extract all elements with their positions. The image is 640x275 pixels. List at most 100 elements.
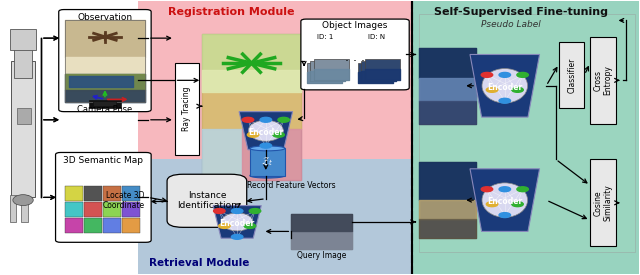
Circle shape — [486, 87, 498, 92]
FancyBboxPatch shape — [167, 174, 246, 227]
Bar — [122, 202, 140, 217]
Ellipse shape — [13, 195, 33, 205]
Bar — [93, 101, 116, 106]
Text: Cross
Entropy: Cross Entropy — [593, 65, 612, 95]
Bar — [138, 159, 412, 274]
Text: Locate 3D
Coordinate: Locate 3D Coordinate — [102, 191, 145, 210]
Polygon shape — [213, 205, 261, 238]
Circle shape — [260, 143, 271, 148]
FancyBboxPatch shape — [59, 10, 151, 112]
Text: $\mathcal{Z}_t$: $\mathcal{Z}_t$ — [261, 156, 273, 168]
Text: Camera Pose: Camera Pose — [77, 105, 132, 114]
Ellipse shape — [250, 146, 285, 151]
Bar — [590, 159, 616, 246]
Bar — [10, 195, 16, 222]
Bar — [103, 218, 121, 233]
Circle shape — [214, 208, 225, 213]
Bar — [122, 186, 140, 201]
Text: Encoder: Encoder — [220, 219, 255, 228]
Bar — [419, 14, 636, 252]
Circle shape — [219, 224, 230, 229]
Bar — [10, 29, 36, 50]
Bar — [84, 218, 102, 233]
Text: Object Images: Object Images — [323, 21, 388, 31]
Bar — [590, 37, 616, 124]
FancyBboxPatch shape — [301, 19, 409, 90]
Text: Classifier: Classifier — [567, 57, 576, 93]
Text: Registration Module: Registration Module — [168, 7, 294, 17]
Circle shape — [481, 187, 493, 192]
Bar — [307, 63, 342, 83]
Bar — [65, 218, 83, 233]
Circle shape — [499, 98, 511, 103]
Circle shape — [512, 202, 524, 207]
Circle shape — [232, 208, 243, 213]
Bar — [419, 48, 476, 124]
Circle shape — [486, 202, 498, 207]
Bar — [314, 59, 349, 80]
Text: Retrieval Module: Retrieval Module — [148, 258, 249, 268]
Ellipse shape — [250, 173, 285, 178]
Circle shape — [278, 117, 289, 122]
Bar — [122, 218, 140, 233]
Circle shape — [249, 208, 260, 213]
Circle shape — [273, 132, 284, 137]
Ellipse shape — [248, 120, 284, 141]
Text: ID: 1: ID: 1 — [317, 34, 333, 40]
Circle shape — [243, 117, 253, 122]
Polygon shape — [239, 112, 292, 150]
Text: ID: N: ID: N — [367, 34, 385, 40]
Bar — [175, 63, 199, 155]
Text: Encoder: Encoder — [248, 128, 284, 137]
Bar — [103, 202, 121, 217]
Bar — [362, 61, 396, 81]
Bar — [202, 34, 301, 180]
Polygon shape — [470, 54, 540, 117]
Bar — [419, 162, 476, 238]
Polygon shape — [470, 169, 540, 232]
Bar — [103, 186, 121, 201]
Text: Pseudo Label: Pseudo Label — [481, 20, 541, 29]
Bar — [310, 61, 346, 81]
Bar — [17, 108, 31, 124]
Bar — [84, 186, 102, 201]
Text: Encoder: Encoder — [487, 83, 522, 92]
Circle shape — [499, 187, 511, 192]
Bar — [138, 1, 412, 274]
Bar — [14, 40, 32, 78]
Bar — [291, 214, 352, 249]
Circle shape — [244, 224, 255, 229]
Circle shape — [481, 72, 493, 77]
Ellipse shape — [482, 183, 527, 217]
Bar — [250, 148, 285, 176]
Bar — [65, 186, 83, 201]
Circle shape — [260, 117, 271, 122]
Bar — [65, 202, 83, 217]
Ellipse shape — [482, 68, 527, 103]
Bar — [21, 195, 28, 222]
Bar — [84, 202, 102, 217]
Circle shape — [517, 187, 529, 192]
Circle shape — [232, 234, 243, 239]
Circle shape — [247, 132, 259, 137]
Bar — [358, 63, 394, 83]
Bar — [89, 100, 121, 108]
Text: Ray Tracing: Ray Tracing — [182, 87, 191, 131]
Text: . . .: . . . — [345, 51, 365, 64]
Circle shape — [499, 213, 511, 218]
Bar — [11, 61, 35, 197]
Ellipse shape — [221, 213, 253, 231]
Text: 3D Semantic Map: 3D Semantic Map — [63, 156, 143, 165]
Circle shape — [517, 72, 529, 77]
Circle shape — [512, 87, 524, 92]
Text: Record Feature Vectors: Record Feature Vectors — [247, 182, 335, 191]
Bar — [65, 20, 145, 102]
Text: Cosine
Similarity: Cosine Similarity — [593, 185, 612, 221]
FancyBboxPatch shape — [56, 152, 151, 242]
Bar — [412, 1, 639, 274]
Text: Instance
Identification: Instance Identification — [177, 191, 237, 210]
Text: Self-Supervised Fine-tuning: Self-Supervised Fine-tuning — [434, 7, 608, 17]
Circle shape — [499, 72, 511, 77]
Text: Query Image: Query Image — [297, 251, 346, 260]
Text: Encoder: Encoder — [487, 197, 522, 206]
